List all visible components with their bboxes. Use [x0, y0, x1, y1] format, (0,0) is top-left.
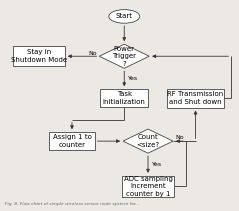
Text: Yes: Yes: [152, 162, 162, 167]
Text: Assign 1 to
counter: Assign 1 to counter: [53, 134, 91, 148]
Bar: [167, 89, 224, 108]
Text: No: No: [88, 51, 97, 55]
Text: No: No: [175, 135, 184, 141]
Text: ADC sampling
Increment
counter by 1: ADC sampling Increment counter by 1: [124, 176, 173, 197]
Bar: [100, 89, 148, 107]
Text: Count
<size?: Count <size?: [136, 134, 160, 148]
Text: Stay in
Shutdown Mode: Stay in Shutdown Mode: [11, 50, 67, 63]
Text: Power
Trigger
?: Power Trigger ?: [112, 46, 136, 67]
Bar: [122, 176, 174, 197]
Text: Start: Start: [116, 14, 133, 19]
Ellipse shape: [109, 10, 140, 23]
Text: Task
Initialization: Task Initialization: [103, 91, 146, 105]
Text: RF Transmission
and Shut down: RF Transmission and Shut down: [167, 91, 224, 105]
Bar: [13, 46, 65, 66]
Polygon shape: [123, 129, 173, 153]
Text: Yes: Yes: [128, 76, 138, 81]
Polygon shape: [99, 44, 149, 68]
Bar: [49, 132, 95, 150]
Text: Fig. 8. Flow chart of simple wireless sensor node system for...: Fig. 8. Flow chart of simple wireless se…: [5, 202, 140, 206]
